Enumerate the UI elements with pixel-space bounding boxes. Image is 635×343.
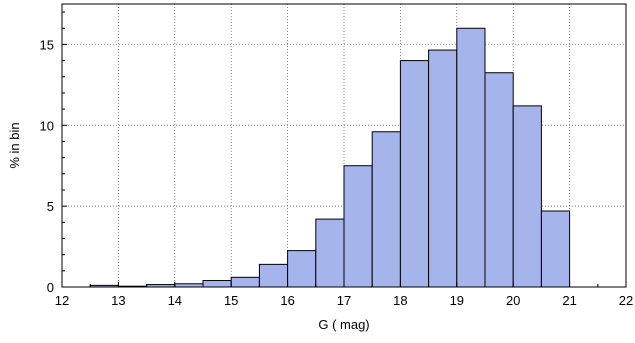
histogram-bar: [512, 105, 542, 288]
histogram-bar: [428, 49, 458, 288]
x-tick-label: 19: [450, 293, 464, 308]
y-tick-label: 10: [40, 118, 54, 133]
x-tick-label: 13: [111, 293, 125, 308]
x-tick-label: 12: [55, 293, 69, 308]
x-tick-label: 16: [280, 293, 294, 308]
histogram-bar: [202, 280, 232, 288]
x-tick-labels: 12 13 14 15 16 17 18 19 20 21 22: [55, 293, 633, 308]
x-tick-label: 20: [506, 293, 520, 308]
histogram-bar: [399, 60, 430, 288]
x-tick-label: 22: [619, 293, 633, 308]
y-tick-label: 0: [47, 280, 54, 295]
x-tick-label: 21: [562, 293, 576, 308]
y-tick-labels: 0 5 10 15: [40, 37, 54, 295]
histogram-bar: [484, 72, 514, 288]
y-tick-label: 15: [40, 37, 54, 52]
histogram-bar: [258, 263, 289, 288]
y-axis-label: % in bin: [7, 122, 22, 168]
histogram-bar: [540, 210, 571, 288]
histogram-bar: [371, 131, 401, 288]
histogram-bar: [456, 27, 486, 288]
x-axis-label: G ( mag): [318, 317, 369, 332]
histogram-bar: [230, 276, 260, 288]
x-tick-label: 18: [393, 293, 407, 308]
x-tick-label: 15: [224, 293, 238, 308]
histogram-bar: [287, 250, 317, 288]
x-tick-label: 17: [337, 293, 351, 308]
axis-ticks: [61, 11, 627, 288]
x-tick-label: 14: [168, 293, 182, 308]
histogram-bar: [343, 165, 373, 288]
y-tick-label: 5: [47, 199, 54, 214]
histogram-bars: [89, 27, 571, 288]
histogram-bar: [315, 218, 345, 288]
